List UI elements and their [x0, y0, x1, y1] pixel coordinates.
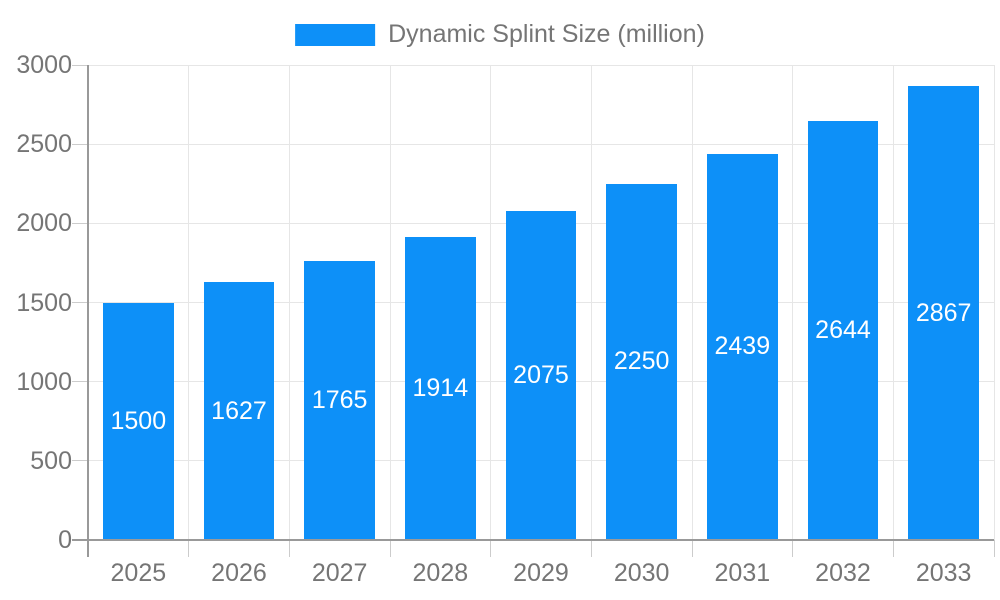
- x-axis-tick: [490, 540, 492, 557]
- gridline-vertical: [691, 65, 693, 540]
- bar-value-label: 2644: [815, 316, 871, 345]
- x-axis-line: [72, 539, 994, 541]
- x-axis-tick: [792, 540, 794, 557]
- y-tick-label: 1000: [16, 367, 72, 396]
- x-axis-tick: [993, 540, 995, 557]
- y-axis-tick: [72, 222, 88, 224]
- gridline-horizontal: [88, 64, 994, 66]
- x-tick-label: 2028: [412, 559, 469, 587]
- y-tick-label: 1500: [16, 288, 72, 317]
- x-axis-tick: [892, 540, 894, 557]
- bar-value-label: 2250: [613, 347, 670, 376]
- y-tick-label: 2500: [16, 130, 72, 159]
- gridline-vertical: [590, 65, 592, 540]
- x-axis-tick: [188, 540, 190, 557]
- bar-2025: 1500: [103, 302, 174, 540]
- x-axis-tick: [590, 540, 592, 557]
- bar-2031: 2439: [707, 153, 778, 540]
- bar-value-label: 2075: [513, 361, 569, 390]
- y-axis-tick: [72, 302, 88, 303]
- y-axis-tick: [72, 143, 88, 145]
- x-tick-label: 2025: [110, 559, 167, 587]
- y-axis-tick: [72, 381, 88, 383]
- y-tick-label: 3000: [16, 51, 72, 79]
- bar-2027: 1765: [304, 260, 375, 540]
- gridline-vertical: [490, 65, 492, 540]
- x-tick-label: 2031: [714, 559, 771, 587]
- bar-value-label: 1500: [110, 406, 167, 435]
- x-tick-label: 2030: [613, 559, 670, 587]
- x-tick-label: 2029: [513, 559, 569, 587]
- gridline-vertical: [188, 65, 190, 540]
- y-axis-tick: [72, 460, 88, 462]
- x-tick-label: 2032: [815, 559, 871, 587]
- legend-swatch[interactable]: [295, 23, 376, 46]
- bar-value-label: 1627: [211, 396, 267, 425]
- bar-2029: 2075: [505, 211, 577, 540]
- gridline-vertical: [288, 65, 290, 540]
- bar-2033: 2867: [908, 86, 979, 540]
- gridline-horizontal: [88, 143, 994, 145]
- x-axis-tick: [691, 540, 693, 557]
- x-axis-tick: [288, 540, 290, 557]
- bar-value-label: 1914: [412, 373, 469, 402]
- gridline-vertical: [389, 65, 391, 540]
- gridline-vertical: [892, 65, 894, 540]
- gridline-vertical: [792, 65, 794, 540]
- bar-2028: 1914: [405, 236, 476, 540]
- y-axis-line: [87, 65, 89, 557]
- y-tick-label: 2000: [16, 209, 72, 238]
- bar-value-label: 1765: [311, 385, 368, 414]
- y-tick-label: 500: [30, 446, 72, 475]
- x-tick-label: 2027: [311, 559, 368, 587]
- y-axis-tick: [72, 64, 88, 66]
- x-axis-tick: [389, 540, 391, 557]
- x-tick-label: 2026: [211, 559, 267, 587]
- x-tick-label: 2033: [915, 559, 972, 587]
- gridline-vertical: [993, 65, 995, 540]
- legend[interactable]: Dynamic Splint Size (million): [295, 20, 705, 49]
- y-tick-label: 0: [58, 526, 72, 554]
- bar-2026: 1627: [203, 282, 275, 540]
- bar-2032: 2644: [807, 121, 879, 540]
- legend-label[interactable]: Dynamic Splint Size (million): [388, 20, 705, 48]
- bar-value-label: 2439: [714, 332, 771, 361]
- bar-2030: 2250: [606, 183, 677, 540]
- bar-value-label: 2867: [915, 298, 972, 327]
